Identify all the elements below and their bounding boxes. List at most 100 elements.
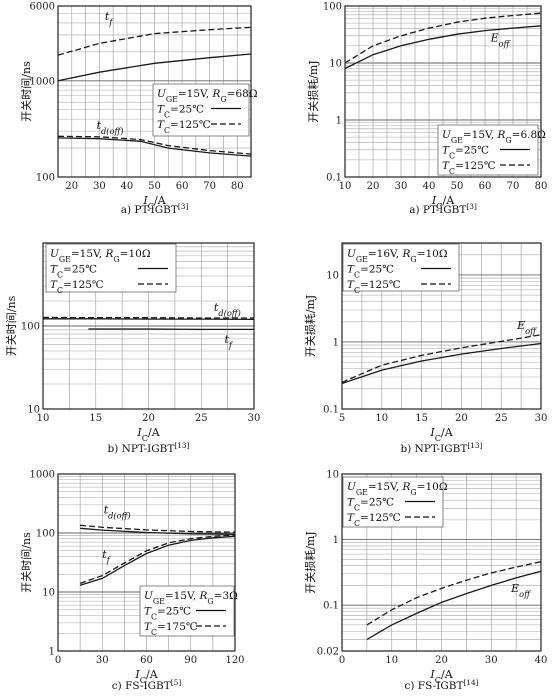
legend-entry: TC=125℃ — [442, 160, 496, 176]
x-tick-label: 25 — [195, 413, 208, 424]
x-tick-label: 10 — [37, 413, 50, 424]
chart-caption: b) NPT-IGBT[13] — [401, 441, 483, 456]
legend-entry: TC=25℃ — [50, 264, 97, 280]
x-axis-label: IC/A — [429, 426, 453, 443]
x-tick-label: 10 — [375, 413, 388, 424]
chart-caption: c) FS-IGBT[5] — [112, 678, 182, 693]
x-tick-label: 70 — [203, 181, 216, 192]
y-tick-label: 100 — [21, 322, 40, 333]
x-tick-label: 90 — [184, 655, 197, 666]
series-line-tdoff-hot — [42, 316, 254, 319]
legend-entry: TC=25℃ — [347, 264, 394, 280]
legend-conditions: UGE=15V, RG=68Ω — [157, 88, 258, 104]
y-tick-label: 0.1 — [323, 405, 339, 416]
x-tick-label: 40 — [121, 181, 134, 192]
y-axis-label: 开关时间/ns — [4, 295, 18, 356]
x-tick-label: 10 — [339, 181, 352, 192]
x-axis-label: IC/A — [134, 668, 158, 685]
chart-3: 10 15 20 25 30 10 100 IC/A 开关时间/ns td(off) tf UGE=1… — [4, 242, 261, 456]
series-line-tf-hot — [57, 26, 252, 56]
plot-frame — [341, 473, 542, 652]
series-line-tdoff-25c — [43, 318, 255, 321]
y-tick-label: 10 — [326, 270, 339, 281]
y-tick-label: 1 — [49, 647, 55, 658]
series-annotation: tf — [102, 548, 111, 565]
x-tick-label: 20 — [142, 413, 155, 424]
x-tick-label: 0 — [55, 655, 61, 666]
x-axis-label: IC/A — [142, 194, 166, 211]
legend-entry: TC=25℃ — [144, 606, 191, 622]
legend-box — [152, 83, 250, 137]
plot-frame — [341, 242, 542, 410]
legend-entry: TC=25℃ — [157, 104, 204, 120]
legend-conditions: UGE=16V, RG=10Ω — [347, 248, 448, 264]
x-tick-label: 20 — [455, 413, 468, 424]
plot-frame — [344, 5, 542, 178]
chart-5: 0 30 60 90 1201101001000IC/A开关时间/nstd(off)tf… — [19, 470, 245, 693]
chart-caption: c) FS-IGBT[14] — [404, 678, 478, 693]
y-tick-label: 0.1 — [323, 601, 339, 612]
x-tick-label: 25 — [495, 413, 508, 424]
chart-6: 0 10 20 30 40 0.02 0.1 1 10 IC/A 开关损耗/mJ Eoff UGE=15… — [303, 470, 547, 693]
chart-caption: a) PT-IGBT[3] — [409, 202, 477, 217]
series-line-tdoff-hot — [80, 524, 236, 533]
series-line-eoff-25c — [344, 25, 542, 70]
x-tick-label: 30 — [535, 413, 548, 424]
legend-box — [342, 243, 460, 292]
y-axis-label: 开关损耗/mJ — [306, 60, 320, 123]
x-tick-label: 60 — [140, 655, 153, 666]
y-tick-label: 6000 — [30, 2, 55, 13]
series-annotation: tf — [105, 10, 114, 27]
series-line-eoff-hot — [341, 334, 542, 383]
plot-frame — [42, 242, 255, 410]
x-tick-label: 30 — [395, 181, 408, 192]
legend-entry: TC=175℃ — [144, 621, 198, 637]
series-line-tf-25c — [79, 535, 236, 586]
legend-entry: TC=25℃ — [347, 497, 394, 513]
chart-caption: b) NPT-IGBT[13] — [108, 441, 190, 456]
y-axis-label: 开关损耗/mJ — [303, 295, 317, 358]
x-tick-label: 60 — [176, 181, 189, 192]
legend-conditions: UGE=15V, RG=10Ω — [347, 481, 448, 497]
x-tick-label: 20 — [367, 181, 380, 192]
series-annotation: Eoff — [490, 31, 512, 48]
y-tick-label: 10 — [326, 470, 339, 481]
y-tick-label: 1000 — [30, 76, 55, 87]
x-tick-label: 60 — [479, 181, 492, 192]
y-tick-label: 100 — [36, 529, 55, 540]
chart-2: 10 20 30 40 50 60 70 80 0.1 1 10 100 IC/A 开关损耗/mJ Eoff… — [306, 2, 547, 217]
series-annotation: td(off) — [97, 119, 124, 136]
x-tick-label: 30 — [93, 181, 106, 192]
y-tick-label: 1 — [333, 535, 339, 546]
chart-caption: a) PT-IGBT[3] — [121, 202, 189, 217]
chart-1: 20 30 40 50 60 70 80 100 1000 6000 IC/A 开关时间/ns tf td… — [19, 2, 258, 217]
legend-conditions: UGE=15V, RG=3Ω — [144, 590, 238, 606]
x-tick-label: 50 — [148, 181, 161, 192]
series-annotation: Eoff — [510, 582, 532, 599]
y-tick-label: 1 — [333, 337, 339, 348]
x-tick-label: 120 — [225, 655, 244, 666]
x-tick-label: 5 — [339, 413, 345, 424]
y-axis-label: 开关时间/ns — [19, 532, 33, 593]
series-line-eoff-25c — [341, 342, 542, 385]
series-line-tdoff-25c — [80, 527, 236, 535]
legend-entry: TC=125℃ — [347, 512, 401, 528]
x-tick-label: 20 — [435, 655, 448, 666]
series-line-tf-hot — [79, 534, 236, 585]
y-tick-label: 0.02 — [317, 647, 339, 658]
x-tick-label: 40 — [535, 655, 548, 666]
x-tick-label: 30 — [248, 413, 261, 424]
y-tick-label: 100 — [36, 173, 55, 184]
y-tick-label: 10 — [27, 405, 40, 416]
series-annotation: Eoff — [516, 319, 538, 336]
legend-conditions: UGE=15V, RG=10Ω — [50, 248, 151, 264]
plot-frame — [57, 473, 236, 652]
series-line-eoff-hot — [344, 12, 542, 64]
x-axis-label: IC/A — [429, 668, 453, 685]
